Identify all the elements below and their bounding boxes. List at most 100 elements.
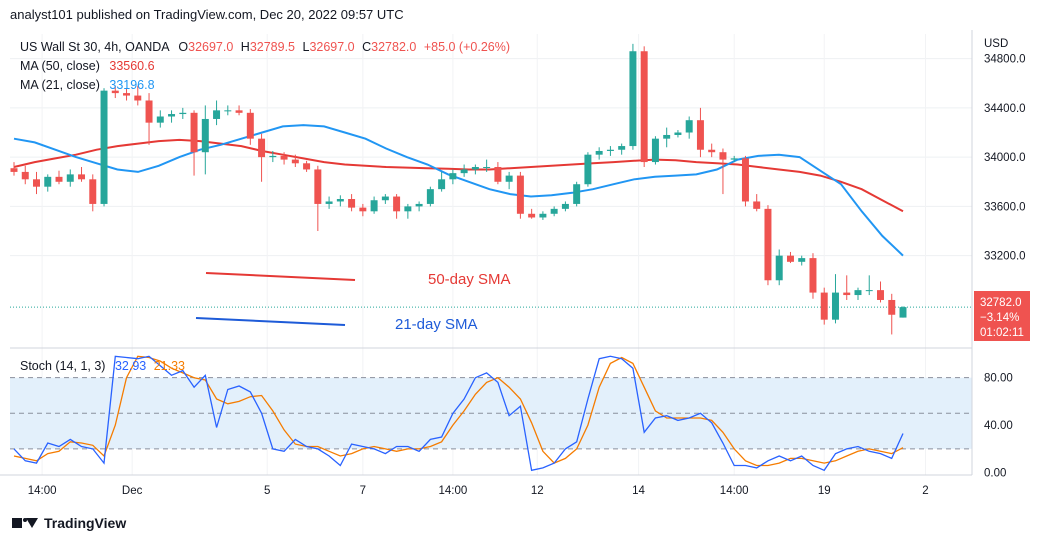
candle[interactable] [213,100,221,126]
candle[interactable] [854,287,862,300]
candle[interactable] [877,281,884,303]
candle[interactable] [55,170,63,185]
candle[interactable] [674,130,682,138]
candle-body [865,290,873,292]
candle[interactable] [10,162,18,176]
candle[interactable] [168,110,176,123]
candle[interactable] [899,306,907,318]
candle[interactable] [359,203,367,217]
chart-area[interactable]: 34800.0 34400.0 34000.0 33600.0 33200.0 14:00… [0,30,1052,510]
candle[interactable] [224,105,232,116]
candle[interactable] [865,275,873,296]
candle-body [303,163,311,170]
candle[interactable] [66,169,74,187]
candle[interactable] [404,203,412,219]
candle[interactable] [820,287,828,325]
candle[interactable] [100,88,108,207]
candle[interactable] [516,171,524,219]
time-tick-label: 19 [818,485,831,497]
candle[interactable] [336,195,344,207]
candle[interactable] [134,85,142,106]
candle[interactable] [381,194,389,204]
candle-body [708,149,716,153]
chart-svg[interactable]: 34800.0 34400.0 34000.0 33600.0 33200.0 14:00… [0,30,1052,510]
candle[interactable] [280,152,288,165]
candle[interactable] [303,160,311,172]
candle[interactable] [89,174,97,212]
candle[interactable] [370,196,378,214]
candle[interactable] [449,169,457,185]
candle[interactable] [831,274,839,324]
candle[interactable] [156,110,164,128]
candle[interactable] [438,171,446,192]
candle[interactable] [505,171,513,190]
candle[interactable] [235,105,243,116]
stoch-k-value: 32.93 [115,359,146,373]
candle[interactable] [21,165,29,185]
candle[interactable] [179,107,187,119]
candle[interactable] [393,194,401,219]
candle[interactable] [528,208,536,219]
candle-body [753,201,761,209]
candles[interactable] [10,43,907,335]
candle[interactable] [483,159,491,172]
candle[interactable] [33,171,40,195]
candle[interactable] [651,136,659,165]
candle[interactable] [460,164,468,177]
candle[interactable] [629,43,637,150]
candle[interactable] [786,251,794,264]
legend-symbol-line: US Wall St 30, 4h, OANDA O32697.0 H32789… [20,40,510,92]
candle[interactable] [584,152,592,187]
candle[interactable] [190,110,198,176]
candle[interactable] [145,93,153,145]
candle-body [348,199,356,208]
candle[interactable] [348,194,356,212]
candle[interactable] [325,196,333,209]
candle[interactable] [561,201,569,212]
candle-body [426,189,434,204]
stoch-k-line [13,355,904,472]
candle[interactable] [764,205,772,286]
candle[interactable] [314,165,322,232]
candle-body [66,174,74,182]
candle[interactable] [663,127,671,148]
candle[interactable] [44,174,52,192]
candle[interactable] [730,155,738,163]
candle[interactable] [741,155,749,207]
tradingview-brand[interactable]: TradingView [12,515,126,531]
candle[interactable] [595,147,603,160]
candle[interactable] [685,116,693,139]
candle[interactable] [201,105,209,175]
candle[interactable] [494,162,502,185]
candle[interactable] [708,143,716,158]
candle[interactable] [753,194,761,212]
candle[interactable] [888,293,896,335]
candle[interactable] [618,143,626,155]
candle[interactable] [111,85,119,99]
candle[interactable] [291,154,299,167]
candle[interactable] [606,146,614,156]
candle[interactable] [78,166,86,182]
candle[interactable] [775,249,783,286]
candle-body [539,213,547,218]
candle[interactable] [123,88,131,101]
candle-body [888,299,896,315]
candle[interactable] [798,255,806,266]
candle[interactable] [809,253,817,299]
candle[interactable] [426,186,434,207]
candle[interactable] [843,275,851,300]
candle[interactable] [246,109,254,145]
candle[interactable] [258,133,266,182]
candle[interactable] [573,181,581,207]
stoch-d-line [13,355,904,467]
candle[interactable] [640,46,648,167]
candle-body [393,196,401,212]
candle[interactable] [696,107,704,158]
candle[interactable] [471,164,479,175]
candle[interactable] [415,201,423,212]
candle-body [314,169,322,204]
candle[interactable] [719,148,727,195]
candle[interactable] [550,206,558,217]
candle[interactable] [269,150,277,163]
candle[interactable] [539,211,547,220]
